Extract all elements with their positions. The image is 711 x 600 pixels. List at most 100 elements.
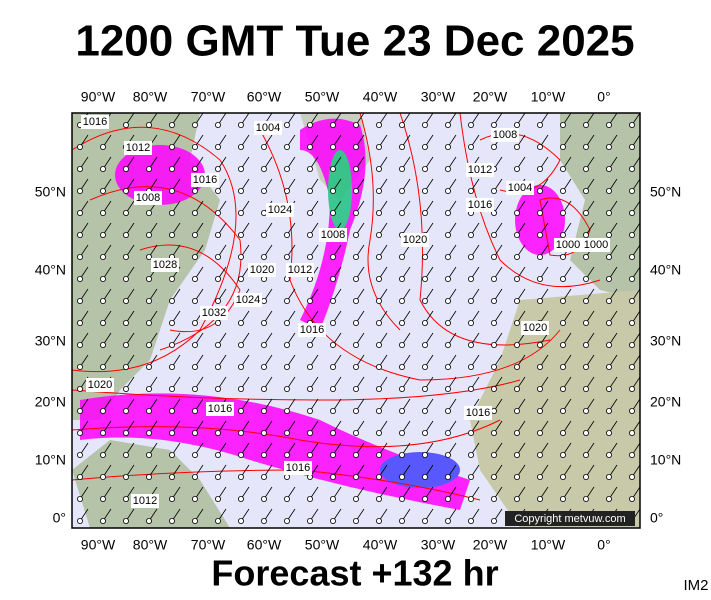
- station: [375, 253, 382, 260]
- station: [260, 473, 267, 480]
- station: [123, 451, 130, 458]
- station: [283, 253, 290, 260]
- station: [421, 363, 428, 370]
- station: [214, 429, 221, 436]
- station: [214, 209, 221, 216]
- isobar-label: 1020: [250, 264, 274, 276]
- station: [237, 231, 244, 238]
- longitude-label-bottom: 0°: [597, 537, 610, 553]
- station: [606, 341, 613, 348]
- station: [537, 165, 544, 172]
- station: [123, 297, 130, 304]
- station: [583, 187, 590, 194]
- station: [421, 143, 428, 150]
- station: [514, 385, 521, 392]
- station: [398, 122, 405, 129]
- station: [123, 363, 130, 370]
- station: [237, 253, 244, 260]
- station: [191, 122, 198, 129]
- station: [467, 275, 474, 282]
- longitude-label-top: 20°W: [473, 89, 508, 105]
- station: [329, 429, 336, 436]
- station: [375, 319, 382, 326]
- station: [352, 122, 359, 129]
- station: [260, 407, 267, 414]
- station: [560, 165, 567, 172]
- station: [444, 165, 451, 172]
- station: [375, 451, 382, 458]
- station: [214, 297, 221, 304]
- station: [375, 275, 382, 282]
- isobar-label: 1004: [256, 122, 280, 134]
- station: [191, 209, 198, 216]
- station: [421, 275, 428, 282]
- station: [237, 275, 244, 282]
- station: [421, 122, 428, 129]
- station: [145, 297, 152, 304]
- station: [214, 341, 221, 348]
- station: [398, 275, 405, 282]
- station: [444, 253, 451, 260]
- isobar-label-bg: [582, 238, 610, 252]
- station: [467, 122, 474, 129]
- station: [260, 495, 267, 502]
- isobar-label-bg: [134, 191, 162, 205]
- station: [629, 341, 636, 348]
- station: [444, 429, 451, 436]
- station: [514, 143, 521, 150]
- map-frame: [71, 112, 641, 529]
- station: [490, 319, 497, 326]
- station: [214, 319, 221, 326]
- station: [168, 385, 175, 392]
- isobar-label-bg: [401, 233, 429, 247]
- station: [606, 473, 613, 480]
- isobar-label-bg: [131, 494, 159, 508]
- station: [260, 187, 267, 194]
- station: [444, 143, 451, 150]
- station: [421, 341, 428, 348]
- station: [123, 518, 130, 525]
- station: [421, 385, 428, 392]
- station: [375, 385, 382, 392]
- station: [77, 451, 84, 458]
- station: [560, 363, 567, 370]
- isobar-label-bg: [86, 378, 114, 392]
- station: [260, 231, 267, 238]
- longitude-label-bottom: 10°W: [531, 537, 566, 553]
- station: [123, 495, 130, 502]
- longitude-label-bottom: 30°W: [421, 537, 456, 553]
- station: [444, 518, 451, 525]
- station: [283, 451, 290, 458]
- station: [375, 165, 382, 172]
- station: [421, 253, 428, 260]
- longitude-label-bottom: 70°W: [191, 537, 226, 553]
- station: [583, 231, 590, 238]
- latitude-label-right: 40°N: [650, 262, 681, 278]
- station: [421, 495, 428, 502]
- isobar-label: 1032: [202, 307, 226, 319]
- isobar-label: 1016: [208, 403, 232, 415]
- station: [467, 495, 474, 502]
- station: [490, 187, 497, 194]
- longitude-label-bottom: 60°W: [247, 537, 282, 553]
- isobar-label-bg: [466, 163, 494, 177]
- station: [306, 209, 313, 216]
- station: [77, 429, 84, 436]
- isobar-label-bg: [124, 141, 152, 155]
- station: [444, 385, 451, 392]
- station: [168, 319, 175, 326]
- station: [191, 165, 198, 172]
- station: [283, 122, 290, 129]
- station: [629, 451, 636, 458]
- station: [537, 122, 544, 129]
- station: [606, 407, 613, 414]
- latitude-label-right: 10°N: [650, 452, 681, 468]
- station: [145, 231, 152, 238]
- isobar-label-bg: [286, 263, 314, 277]
- station: [191, 429, 198, 436]
- copyright: Copyright metvuw.com: [514, 513, 625, 525]
- isobar-label: 1020: [523, 322, 547, 334]
- station: [352, 231, 359, 238]
- station: [306, 143, 313, 150]
- station: [467, 231, 474, 238]
